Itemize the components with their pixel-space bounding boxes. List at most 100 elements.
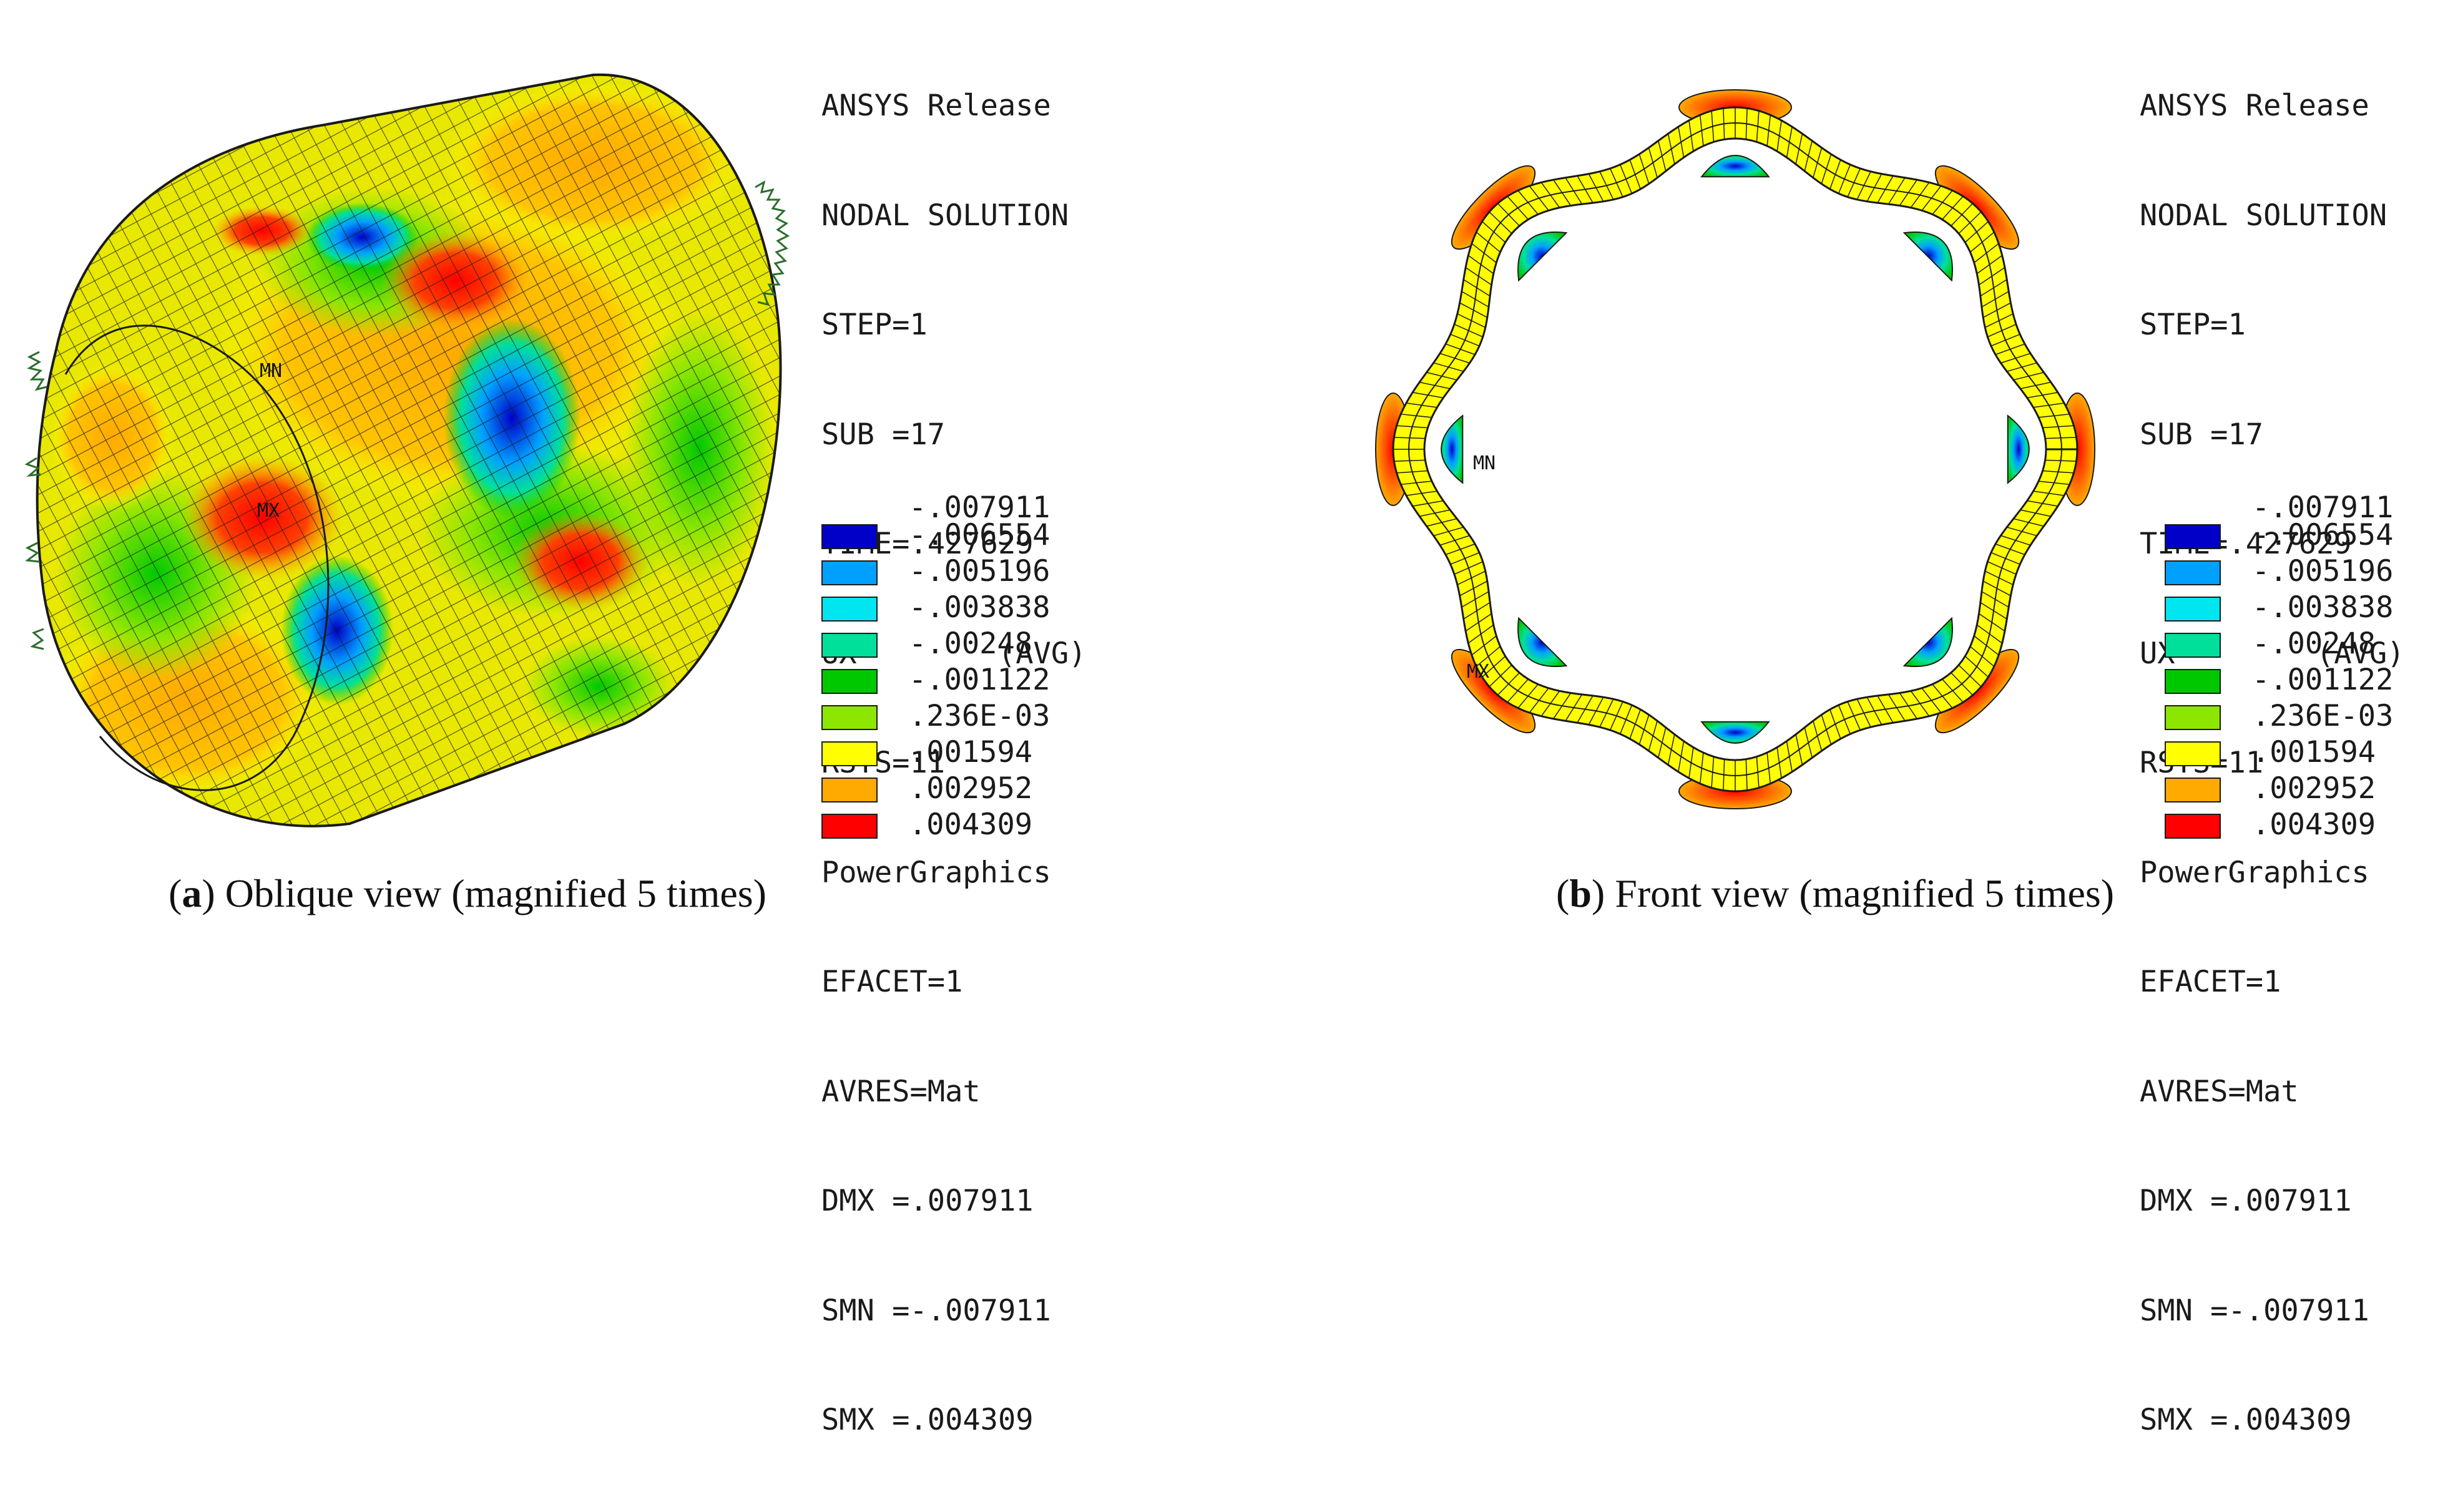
oblique-cylinder-contour: MN MX bbox=[24, 73, 790, 827]
ring-band bbox=[1392, 106, 2079, 793]
legend-min-value: -.007911 bbox=[2252, 490, 2394, 525]
panel-oblique-view: MN MX ANSYS Release NODAL SOLUTION STEP=… bbox=[0, 0, 1232, 1437]
legend-label: -.006554 bbox=[2252, 518, 2394, 552]
info-line: ANSYS Release bbox=[821, 89, 1051, 123]
info-line: DMX =.007911 bbox=[821, 1184, 1034, 1218]
info-line: PowerGraphics bbox=[821, 855, 1051, 890]
legend-swatch bbox=[2165, 633, 2221, 658]
caption-letter: b bbox=[1569, 871, 1592, 915]
ring-cross-section: MN MX bbox=[1375, 89, 2095, 809]
info-line: AVRES=Mat bbox=[821, 1074, 981, 1109]
legend-label: .004309 bbox=[2252, 807, 2376, 842]
info-line: STEP=1 bbox=[821, 308, 928, 342]
legend-entry: -.00248 bbox=[2165, 627, 2463, 666]
ring-lobe bbox=[1700, 155, 1770, 178]
legend-label: -.003838 bbox=[2252, 590, 2394, 625]
info-line: SUB =17 bbox=[821, 417, 946, 452]
legend-label: .004309 bbox=[909, 807, 1033, 842]
legend-entry: .004309 bbox=[2165, 807, 2463, 847]
info-line: AVRES=Mat bbox=[2140, 1074, 2299, 1109]
legend-label: -.00248 bbox=[909, 627, 1033, 661]
legend-entry: .002952 bbox=[821, 771, 1146, 811]
legend-label: -.001122 bbox=[2252, 663, 2394, 697]
legend-label: -.003838 bbox=[909, 590, 1050, 625]
legend-label: -.00248 bbox=[2252, 627, 2376, 661]
legend-label: -.006554 bbox=[909, 518, 1050, 552]
legend-label: -.005196 bbox=[909, 554, 1050, 588]
legend-swatch bbox=[821, 560, 878, 585]
legend-label: .236E-03 bbox=[909, 699, 1050, 733]
legend-entry: -.005196 bbox=[2165, 554, 2463, 594]
info-line: NODAL SOLUTION bbox=[2140, 198, 2387, 233]
min-marker: MN bbox=[1473, 452, 1496, 474]
legend-entry: -.001122 bbox=[821, 663, 1146, 703]
legend-entry: .001594 bbox=[821, 735, 1146, 775]
legend-entry: -.00248 bbox=[821, 627, 1146, 666]
ring-mid-line bbox=[1408, 122, 2062, 777]
caption-text: Front view (magnified 5 times) bbox=[1615, 871, 2115, 915]
ring-lobe bbox=[1700, 721, 1770, 744]
ring-lobe bbox=[1517, 617, 1568, 667]
info-line: NODAL SOLUTION bbox=[821, 198, 1069, 233]
legend-swatch bbox=[2165, 741, 2221, 766]
legend-swatch bbox=[821, 705, 878, 730]
legend-swatch bbox=[821, 633, 878, 658]
max-marker: MX bbox=[1467, 661, 1489, 683]
legend-entry: -.001122 bbox=[2165, 663, 2463, 703]
info-line: ANSYS Release bbox=[2140, 89, 2369, 123]
legend-swatch bbox=[2165, 669, 2221, 694]
legend-entry: .004309 bbox=[821, 807, 1146, 847]
info-line: STEP=1 bbox=[2140, 308, 2246, 342]
info-line: EFACET=1 bbox=[821, 965, 963, 999]
legend-swatch bbox=[821, 524, 878, 549]
info-line: SMX =.004309 bbox=[2140, 1403, 2352, 1437]
ring-lobe bbox=[1902, 232, 1953, 282]
max-marker: MX bbox=[257, 500, 280, 522]
ring-lobe bbox=[1902, 617, 1953, 667]
info-line: UX (AVG) bbox=[2140, 636, 2405, 671]
ring-lobe bbox=[1441, 414, 1464, 484]
legend-entry: .236E-03 bbox=[821, 699, 1146, 739]
legend-swatch bbox=[821, 669, 878, 694]
caption-text: Oblique view (magnified 5 times) bbox=[225, 871, 766, 915]
legend-swatch bbox=[2165, 705, 2221, 730]
legend-entry: -.003838 bbox=[821, 590, 1146, 630]
legend-label: .002952 bbox=[2252, 771, 2376, 806]
legend-entry: .001594 bbox=[2165, 735, 2463, 775]
legend-entry: .002952 bbox=[2165, 771, 2463, 811]
legend-label: .236E-03 bbox=[2252, 699, 2394, 733]
info-line: DMX =.007911 bbox=[2140, 1184, 2352, 1218]
ring-lobe bbox=[1517, 232, 1568, 282]
legend-entry: .236E-03 bbox=[2165, 699, 2463, 739]
legend-swatch bbox=[821, 814, 878, 839]
legend-min-value: -.007911 bbox=[909, 490, 1050, 525]
info-line: SMN =-.007911 bbox=[2140, 1293, 2369, 1328]
caption-letter: a bbox=[182, 871, 202, 915]
legend-entry: -.005196 bbox=[821, 554, 1146, 594]
legend-entry: -.003838 bbox=[2165, 590, 2463, 630]
min-marker: MN bbox=[260, 360, 282, 382]
figure-caption: (a) Oblique view (magnified 5 times) bbox=[169, 871, 766, 915]
legend-swatch bbox=[2165, 778, 2221, 802]
legend-label: -.001122 bbox=[909, 663, 1050, 697]
legend-label: .001594 bbox=[909, 735, 1033, 769]
legend-swatch bbox=[2165, 524, 2221, 549]
info-line: PowerGraphics bbox=[2140, 855, 2369, 890]
info-line: SUB =17 bbox=[2140, 417, 2264, 452]
ring-lobe bbox=[2007, 414, 2030, 484]
legend-label: .001594 bbox=[2252, 735, 2376, 769]
info-line: EFACET=1 bbox=[2140, 965, 2281, 999]
legend-swatch bbox=[2165, 597, 2221, 622]
figure-caption: (b) Front view (magnified 5 times) bbox=[1556, 871, 2115, 915]
legend-entry: -.006554 bbox=[821, 518, 1146, 558]
legend-entry: -.006554 bbox=[2165, 518, 2463, 558]
info-line: SMN =-.007911 bbox=[821, 1293, 1051, 1328]
legend-swatch bbox=[2165, 814, 2221, 839]
info-line: SMX =.004309 bbox=[821, 1403, 1034, 1437]
legend-swatch bbox=[821, 741, 878, 766]
legend-label: .002952 bbox=[909, 771, 1033, 806]
legend-swatch bbox=[821, 778, 878, 802]
legend-label: -.005196 bbox=[2252, 554, 2394, 588]
legend-swatch bbox=[821, 597, 878, 622]
legend-swatch bbox=[2165, 560, 2221, 585]
